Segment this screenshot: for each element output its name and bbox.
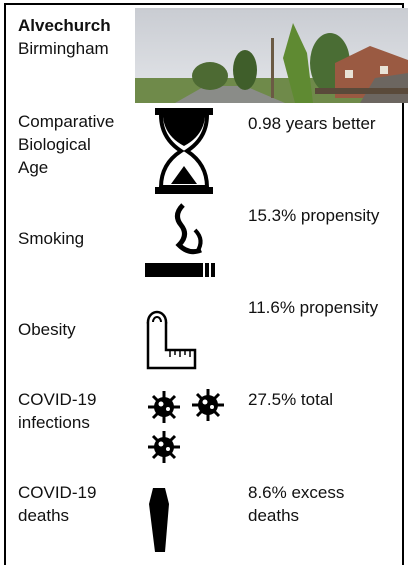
- text-line: Comparative: [18, 110, 114, 133]
- cigarette-icon: [145, 200, 217, 280]
- text-line: Obesity: [18, 318, 76, 341]
- text-line: COVID-19: [18, 481, 96, 504]
- hourglass-icon: [153, 108, 215, 194]
- row-label: Smoking: [18, 227, 84, 250]
- place-name: Alvechurch: [18, 14, 111, 37]
- row-value: 15.3% propensity: [248, 204, 379, 227]
- place-region: Birmingham: [18, 37, 109, 60]
- text-line: Smoking: [18, 227, 84, 250]
- row-label: Obesity: [18, 318, 76, 341]
- text-line: 15.3% propensity: [248, 204, 379, 227]
- row-value: 11.6% propensity: [248, 296, 378, 319]
- text-line: infections: [18, 411, 96, 434]
- text-line: Biological: [18, 133, 114, 156]
- text-line: deaths: [248, 504, 344, 527]
- text-line: 8.6% excess: [248, 481, 344, 504]
- text-line: deaths: [18, 504, 96, 527]
- row-value: 27.5% total: [248, 388, 333, 411]
- coffin-icon: [145, 486, 175, 554]
- photo: [135, 8, 408, 103]
- text-line: 0.98 years better: [248, 112, 376, 135]
- virus-icon: [142, 385, 228, 469]
- text-line: Age: [18, 156, 114, 179]
- text-line: COVID-19: [18, 388, 96, 411]
- text-line: 11.6% propensity: [248, 296, 378, 319]
- tape-icon: [145, 310, 197, 374]
- page: {"header": {"title": "Alvechurch", "subt…: [0, 0, 410, 562]
- row-value: 0.98 years better: [248, 112, 376, 135]
- text-line: 27.5% total: [248, 388, 333, 411]
